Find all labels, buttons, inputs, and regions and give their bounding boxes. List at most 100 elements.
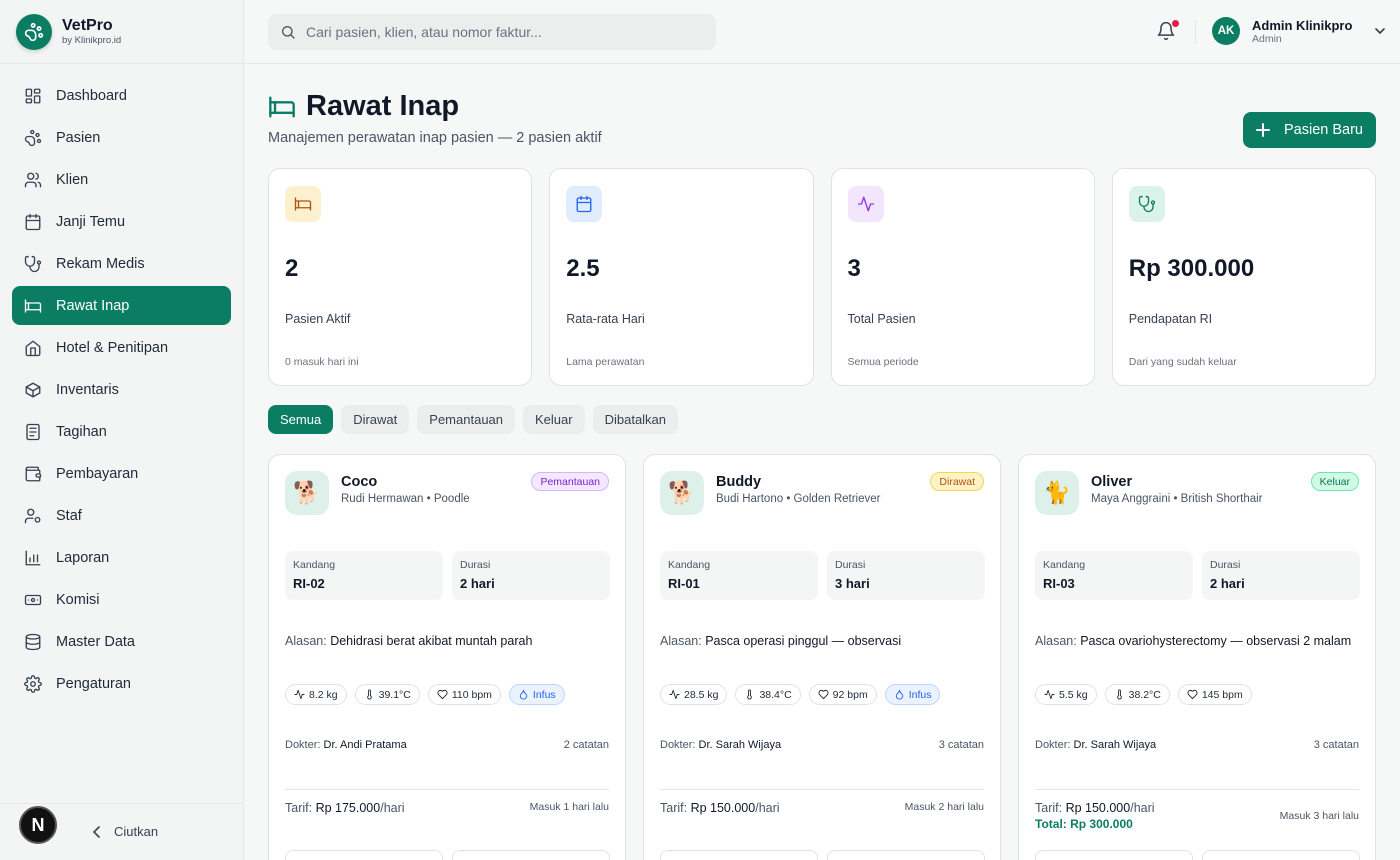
stat-icon-badge [566, 186, 603, 222]
card-action-button[interactable] [827, 850, 985, 860]
sidebar-item-label: Hotel & Penitipan [56, 339, 169, 356]
durasi-label: Durasi [460, 559, 491, 571]
sidebar-item-laporan[interactable]: Laporan [12, 538, 231, 577]
weight-chip: 28.5 kg [660, 684, 728, 705]
notes-count[interactable]: 3 catatan [1313, 739, 1359, 751]
stat-card: Rp 300.000 Pendapatan RI Dari yang sudah… [1111, 168, 1376, 386]
sidebar-item-komisi[interactable]: Komisi [12, 580, 231, 619]
card-action-button[interactable] [285, 850, 443, 860]
patient-card[interactable]: 🐈 Oliver Maya Anggraini • British Shorth… [1018, 454, 1376, 860]
heart-rate-chip: 145 bpm [1177, 684, 1252, 705]
card-action-button[interactable] [1202, 850, 1360, 860]
users-icon [24, 172, 42, 187]
infus-chip: Infus [508, 684, 565, 705]
sidebar-item-pembayaran[interactable]: Pembayaran [12, 454, 231, 493]
infus-label: Infus [908, 688, 932, 701]
total-amount: Total: Rp 300.000 [1035, 817, 1133, 831]
tab-dibatalkan[interactable]: Dibatalkan [592, 405, 679, 434]
sidebar-item-tagihan[interactable]: Tagihan [12, 412, 231, 451]
durasi-value: 2 hari [460, 576, 495, 591]
weight-value: 5.5 kg [1059, 688, 1088, 701]
bar-chart-icon [25, 550, 41, 565]
thermometer-icon [1116, 689, 1122, 700]
new-patient-label: Pasien Baru [1284, 122, 1363, 138]
sidebar-item-klien[interactable]: Klien [12, 160, 231, 199]
sidebar-item-label: Dashboard [56, 87, 127, 104]
temperature-chip: 38.2°C [1104, 684, 1170, 705]
stat-label: Total Pasien [847, 312, 916, 326]
brand[interactable]: VetPro by Klinikpro.id [0, 0, 243, 64]
sidebar-item-label: Komisi [56, 591, 100, 608]
patient-card[interactable]: 🐕 Buddy Budi Hartono • Golden Retriever … [643, 454, 1001, 860]
patient-cards: 🐕 Coco Rudi Hermawan • Poodle Pemantauan… [268, 454, 1376, 860]
card-divider [1035, 789, 1359, 790]
sidebar-item-hotel-penitipan[interactable]: Hotel & Penitipan [12, 328, 231, 367]
notes-count[interactable]: 2 catatan [563, 739, 609, 751]
tariff-label: Tarif: [285, 801, 313, 815]
sidebar-item-pengaturan[interactable]: Pengaturan [12, 664, 231, 703]
admitted-time: Masuk 1 hari lalu [529, 801, 609, 813]
user-menu[interactable]: AK Admin Klinikpro Admin [1212, 17, 1386, 45]
vitals: 8.2 kg 39.1°C 110 bpm Infus [285, 684, 565, 705]
doctor-label: Dokter: [660, 739, 696, 751]
sidebar-item-janji-temu[interactable]: Janji Temu [12, 202, 231, 241]
tab-dirawat[interactable]: Dirawat [341, 405, 410, 434]
kandang-label: Kandang [1043, 559, 1086, 571]
card-divider [285, 789, 609, 790]
notification-button[interactable] [1156, 20, 1179, 43]
tariff: Tarif: Rp 150.000/hari [660, 801, 780, 815]
stat-card: 2.5 Rata-rata Hari Lama perawatan [549, 168, 814, 386]
sidebar-item-master-data[interactable]: Master Data [12, 622, 231, 661]
sidebar-item-label: Pembayaran [56, 465, 139, 482]
temperature-chip: 39.1°C [354, 684, 420, 705]
card-action-button[interactable] [660, 850, 818, 860]
sidebar-item-label: Tagihan [56, 423, 107, 440]
dev-avatar[interactable]: N [19, 806, 57, 844]
stat-note: Semua periode [847, 356, 919, 368]
reason-value: Pasca operasi pinggul — observasi [705, 634, 902, 648]
page-header: Rawat Inap Manajemen perawatan inap pasi… [268, 64, 1376, 168]
new-patient-button[interactable]: Pasien Baru [1243, 112, 1376, 148]
sidebar-item-rekam-medis[interactable]: Rekam Medis [12, 244, 231, 283]
card-action-button[interactable] [1035, 850, 1193, 860]
calendar-icon [25, 213, 41, 230]
heart-rate-value: 110 bpm [451, 688, 492, 701]
card-action-button[interactable] [452, 850, 610, 860]
stat-icon-badge [1128, 186, 1165, 222]
sidebar-item-pasien[interactable]: Pasien [12, 118, 231, 157]
sidebar-item-label: Rawat Inap [56, 297, 130, 314]
pet-owner-breed: Budi Hartono • Golden Retriever [716, 493, 881, 505]
search-box[interactable] [268, 14, 716, 50]
database-icon [25, 633, 41, 650]
heart-icon [437, 689, 448, 700]
infus-chip: Infus [884, 684, 941, 705]
tab-keluar[interactable]: Keluar [523, 405, 585, 434]
bell-icon [1157, 21, 1175, 41]
search-input[interactable] [306, 24, 686, 40]
sidebar-item-inventaris[interactable]: Inventaris [12, 370, 231, 409]
sidebar-item-rawat-inap[interactable]: Rawat Inap [12, 286, 231, 325]
patient-card[interactable]: 🐕 Coco Rudi Hermawan • Poodle Pemantauan… [268, 454, 626, 860]
notes-count[interactable]: 3 catatan [938, 739, 984, 751]
bed-icon [269, 96, 295, 118]
stat-icon-badge [847, 186, 884, 222]
sidebar-item-dashboard[interactable]: Dashboard [12, 76, 231, 115]
droplet-icon [519, 689, 528, 700]
infus-label: Infus [532, 688, 556, 701]
stat-card: 3 Total Pasien Semua periode [830, 168, 1095, 386]
sidebar-item-staf[interactable]: Staf [12, 496, 231, 535]
durasi-box: Durasi 3 hari [827, 551, 985, 600]
divider [1195, 20, 1196, 44]
tab-pemantauan[interactable]: Pemantauan [417, 405, 516, 434]
heart-rate-chip: 92 bpm [808, 684, 877, 705]
tab-semua[interactable]: Semua [268, 405, 334, 434]
kandang-value: RI-03 [1043, 576, 1075, 591]
tariff-label: Tarif: [660, 801, 688, 815]
bed-icon [24, 298, 42, 313]
collapse-button[interactable]: Ciutkan [92, 824, 158, 839]
dashboard-icon [25, 88, 41, 103]
chevron-left-icon [92, 825, 100, 838]
weight-chip: 5.5 kg [1035, 684, 1097, 705]
status-badge: Keluar [1310, 472, 1359, 491]
vitals: 28.5 kg 38.4°C 92 bpm Infus [660, 684, 941, 705]
